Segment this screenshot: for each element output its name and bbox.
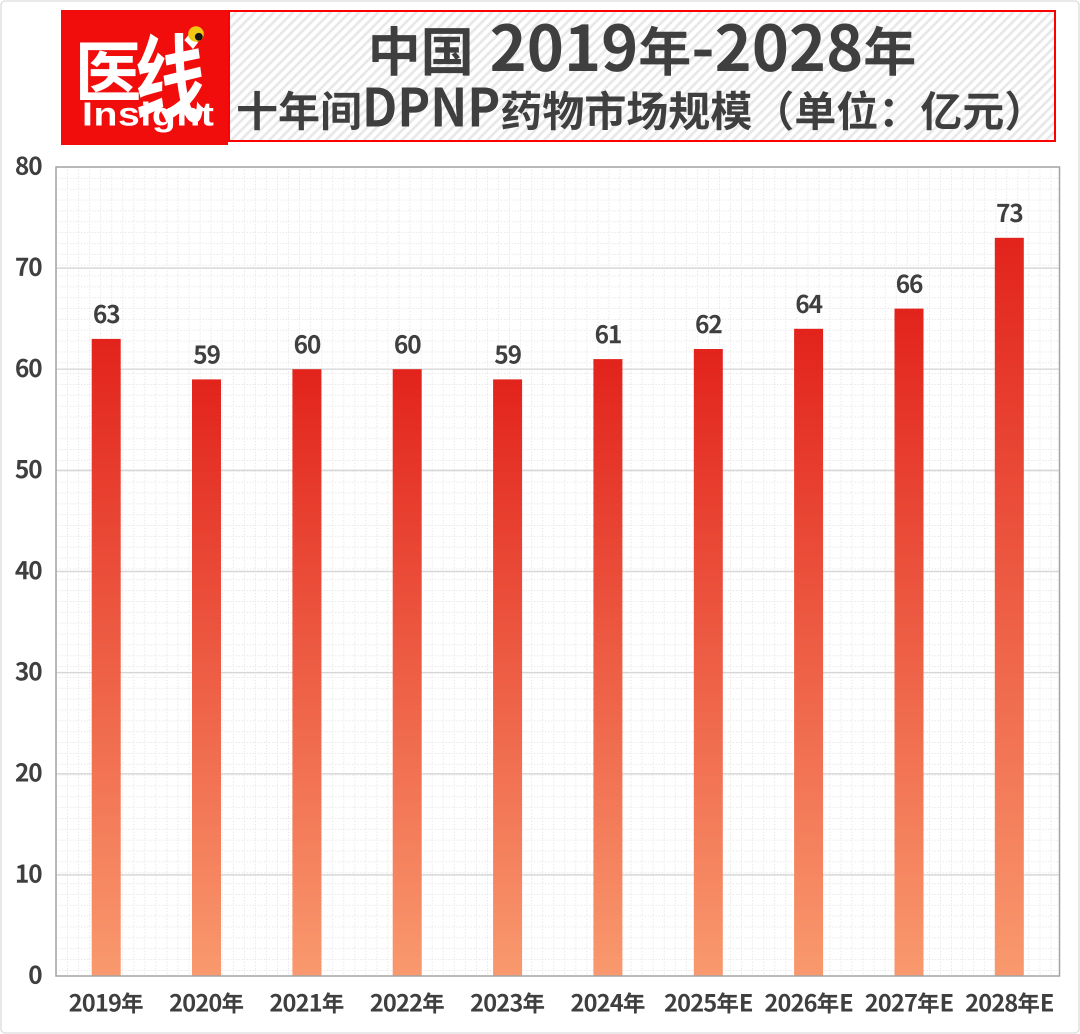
svg-text:Insight: Insight — [82, 95, 214, 133]
